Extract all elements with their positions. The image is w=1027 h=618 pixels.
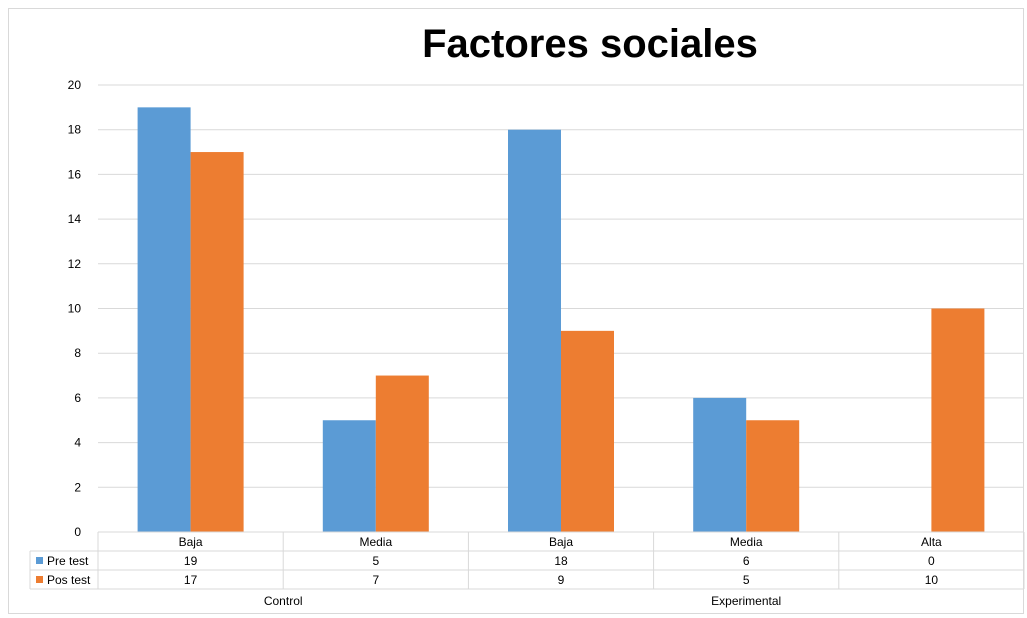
data-label: 18 [554, 554, 568, 568]
bar-pos-test [746, 420, 800, 532]
data-label: 7 [372, 573, 379, 587]
y-tick-label: 12 [68, 257, 82, 271]
y-tick-label: 16 [68, 167, 82, 181]
y-tick-label: 0 [74, 525, 81, 539]
chart-frame [8, 8, 1024, 614]
category-label: Alta [921, 535, 942, 549]
group-label: Experimental [711, 594, 781, 608]
bar-pos-test [561, 330, 614, 532]
data-label: 19 [184, 554, 198, 568]
group-label: Control [264, 594, 303, 608]
legend-key-pre-test [36, 557, 43, 564]
bar-pos-test [931, 308, 985, 532]
y-tick-label: 4 [74, 436, 81, 450]
bar-pos-test [375, 375, 429, 532]
bar-pre-test [137, 107, 191, 532]
data-label: 0 [928, 554, 935, 568]
data-label: 17 [184, 573, 198, 587]
y-tick-label: 8 [74, 346, 81, 360]
y-tick-label: 14 [68, 212, 82, 226]
y-tick-label: 18 [68, 123, 82, 137]
y-tick-label: 10 [68, 302, 82, 316]
legend-key-pos-test [36, 576, 43, 583]
chart-title: Factores sociales [422, 22, 758, 66]
data-label: 6 [743, 554, 750, 568]
y-tick-label: 6 [74, 391, 81, 405]
category-label: Media [359, 535, 392, 549]
category-label: Baja [179, 535, 203, 549]
data-label: 5 [743, 573, 750, 587]
bar-pre-test [693, 397, 747, 532]
data-label: 9 [558, 573, 565, 587]
category-label: Baja [549, 535, 573, 549]
series-name: Pre test [47, 554, 89, 568]
bar-pre-test [322, 420, 376, 532]
bar-pos-test [190, 152, 244, 533]
y-tick-label: 2 [74, 480, 81, 494]
y-tick-label: 20 [68, 78, 82, 92]
data-label: 10 [925, 573, 939, 587]
category-label: Media [730, 535, 763, 549]
series-name: Pos test [47, 573, 91, 587]
bar-pre-test [508, 129, 561, 532]
data-label: 5 [372, 554, 379, 568]
